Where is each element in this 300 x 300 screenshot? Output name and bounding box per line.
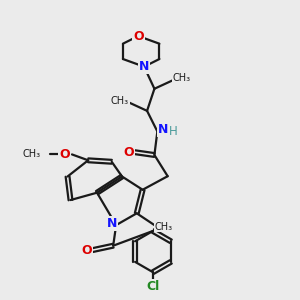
Text: O: O <box>133 30 143 43</box>
Text: O: O <box>59 148 70 161</box>
Text: CH₃: CH₃ <box>23 149 41 159</box>
Text: N: N <box>158 124 168 136</box>
Text: CH₃: CH₃ <box>155 222 173 232</box>
Text: CH₃: CH₃ <box>111 95 129 106</box>
Text: N: N <box>106 217 117 230</box>
Text: O: O <box>123 146 134 159</box>
Text: N: N <box>139 60 149 73</box>
Text: O: O <box>81 244 92 256</box>
Text: CH₃: CH₃ <box>173 74 191 83</box>
Text: Cl: Cl <box>146 280 160 292</box>
Text: H: H <box>169 125 178 138</box>
